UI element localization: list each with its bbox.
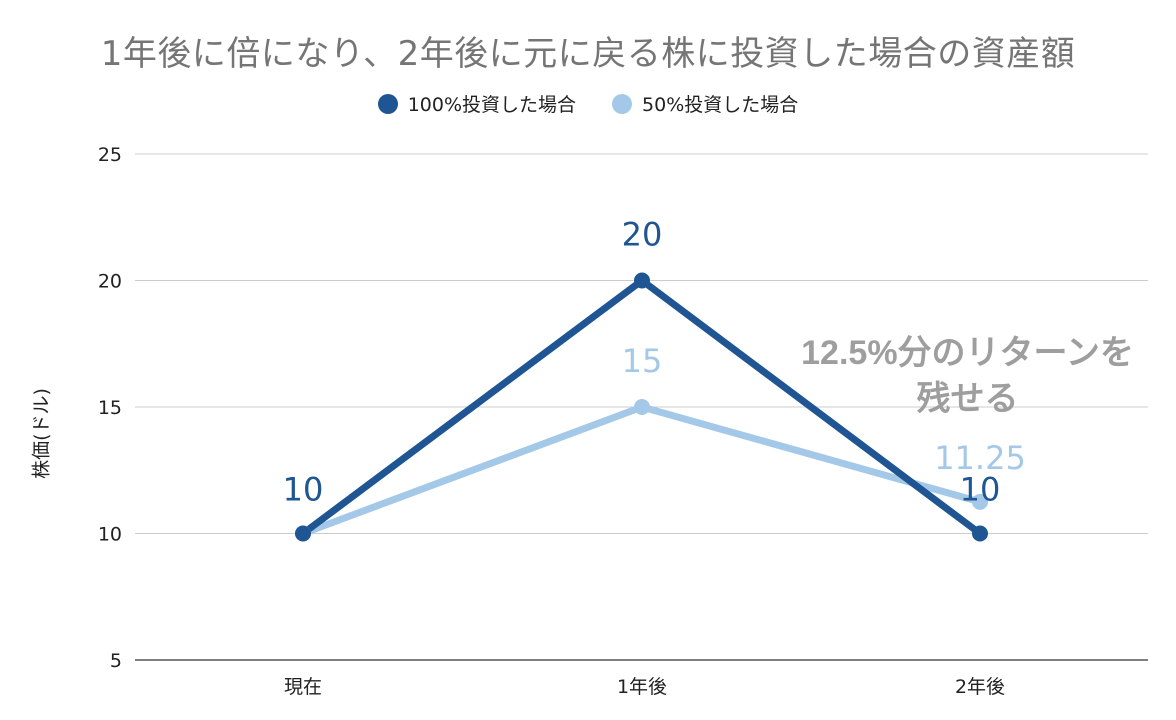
y-tick-label: 10 xyxy=(98,524,122,546)
y-tick-label: 5 xyxy=(110,650,122,672)
data-label-series-2: 15 xyxy=(622,342,663,380)
legend: 100%投資した場合 50%投資した場合 xyxy=(0,90,1176,117)
data-point-series-2 xyxy=(634,399,650,415)
data-point-series-1 xyxy=(295,525,311,542)
data-label-series-1: 10 xyxy=(283,471,324,509)
chart-title: 1年後に倍になり、2年後に元に戻る株に投資した場合の資産額 xyxy=(100,34,1076,74)
data-point-series-1 xyxy=(972,525,988,542)
y-tick-label: 25 xyxy=(98,144,122,166)
annotation-line-1: 12.5%分のリターンを xyxy=(801,334,1134,372)
legend-swatch-series-2 xyxy=(612,93,633,114)
legend-item-series-1: 100%投資した場合 xyxy=(377,90,577,117)
legend-item-series-2: 50%投資した場合 xyxy=(612,90,798,117)
annotation: 12.5%分のリターンを 残せる xyxy=(760,330,1175,422)
y-tick-label: 20 xyxy=(98,271,122,293)
data-label-series-1: 20 xyxy=(622,216,663,254)
data-label-series-1: 10 xyxy=(960,471,1001,509)
data-label-series-2: 11.25 xyxy=(934,439,1026,477)
x-tick-label: 現在 xyxy=(284,676,322,698)
data-point-series-1 xyxy=(634,272,650,289)
legend-label-series-1: 100%投資した場合 xyxy=(407,94,577,116)
legend-swatch-series-1 xyxy=(377,93,398,114)
annotation-line-2: 残せる xyxy=(916,380,1019,418)
legend-label-series-2: 50%投資した場合 xyxy=(642,94,799,116)
series-line-2 xyxy=(299,403,984,537)
data-point-series-2 xyxy=(972,493,988,510)
x-tick-label: 1年後 xyxy=(617,676,667,698)
x-tick-label: 2年後 xyxy=(955,676,1005,698)
y-tick-label: 15 xyxy=(98,397,122,419)
data-label-series-2: 10 xyxy=(283,471,324,509)
